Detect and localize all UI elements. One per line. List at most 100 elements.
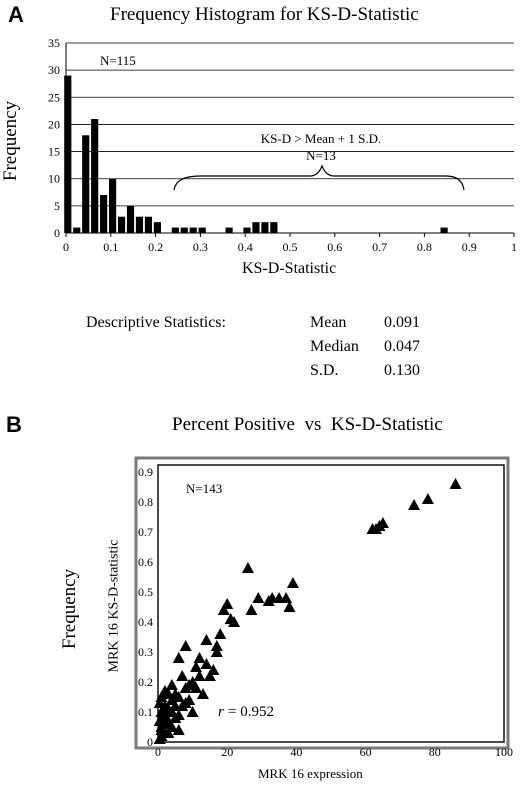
scatter-point <box>196 688 209 699</box>
stats-heading: Descriptive Statistics: <box>86 314 226 331</box>
scatter-point <box>200 634 213 645</box>
r-symbol: r <box>218 704 224 720</box>
r-value-label: = 0.952 <box>228 704 274 720</box>
histogram-bar <box>252 222 260 233</box>
scatter-x-tick-label: 80 <box>429 745 441 759</box>
scatter-point <box>193 670 206 681</box>
brace-label-line2: N=13 <box>306 148 336 163</box>
stat-mean-name: Mean <box>310 314 347 331</box>
scatter-point <box>190 661 203 672</box>
scatter-tick-labels: 0 0.1 0.2 0.3 0.4 0.5 0.6 0.7 0.8 0.9 0 20 40 60 80 100 <box>138 465 513 759</box>
scatter-point <box>283 601 296 612</box>
panel-b-letter: B <box>6 412 22 437</box>
scatter-x-tick-label: 60 <box>360 745 372 759</box>
scatter-x-tick-label: 20 <box>221 745 233 759</box>
histogram-x-tick-label: 0.8 <box>417 240 432 254</box>
scatter-y-tick-label: 0.9 <box>138 465 153 479</box>
scatter-y-tick-label: 0.2 <box>138 675 153 689</box>
panel-a-letter: A <box>8 2 24 27</box>
stat-mean-value: 0.091 <box>384 314 420 331</box>
histogram-axes <box>65 43 515 237</box>
scatter-point <box>169 712 182 723</box>
scatter-point <box>262 595 275 606</box>
histogram-x-tick-label: 0.5 <box>283 240 298 254</box>
scatter-point <box>155 724 168 735</box>
scatter-x-tick-label: 40 <box>290 745 302 759</box>
scatter-point <box>421 493 434 504</box>
scatter-point <box>153 715 166 726</box>
scatter-title: Percent Positive vs KS-D-Statistic <box>172 414 443 435</box>
scatter-point <box>200 658 213 669</box>
histogram-y-tick-label: 35 <box>48 36 60 50</box>
scatter-y-tick-label: 0.4 <box>138 615 153 629</box>
histogram-bar <box>100 195 108 233</box>
scatter-point <box>158 709 171 720</box>
scatter-points <box>153 478 462 744</box>
scatter-outer-frame <box>134 456 510 750</box>
histogram-x-tick-label: 0.4 <box>238 240 253 254</box>
histogram-bar <box>117 216 126 233</box>
scatter-y-tick-label: 0.6 <box>138 555 153 569</box>
histogram-bar <box>243 227 251 233</box>
scatter-point <box>210 646 223 657</box>
scatter-y-tick-label: 0 <box>147 735 153 749</box>
scatter-point <box>245 604 258 615</box>
histogram-bar <box>198 227 206 233</box>
histogram-bar <box>171 227 179 233</box>
scatter-y-tick-label: 0.8 <box>138 495 153 509</box>
scatter-point <box>186 706 199 717</box>
histogram-y-tick-label: 10 <box>48 172 60 186</box>
stat-median-name: Median <box>310 338 359 355</box>
histogram-y-tick-label: 0 <box>54 226 60 240</box>
histogram-x-tick-label: 0.6 <box>327 240 342 254</box>
scatter-point <box>203 670 216 681</box>
scatter-point <box>190 682 203 693</box>
scatter-point <box>153 733 166 744</box>
scatter-n-label: N=143 <box>186 481 222 496</box>
histogram-x-tick-label: 1 <box>511 240 517 254</box>
histogram-x-tick-label: 0.7 <box>372 240 387 254</box>
histogram-x-label: KS-D-Statistic <box>242 260 337 277</box>
scatter-point <box>241 562 254 573</box>
brace-label-line1: KS-D > Mean + 1 S.D. <box>261 131 381 146</box>
scatter-y-tick-label: 0.7 <box>138 525 153 539</box>
scatter-point <box>172 652 185 663</box>
scatter-point <box>210 640 223 651</box>
histogram-bar <box>180 227 188 233</box>
scatter-point <box>224 613 237 624</box>
histogram-x-tick-label: 0.2 <box>148 240 163 254</box>
scatter-point <box>252 592 265 603</box>
stat-median-value: 0.047 <box>384 338 420 355</box>
scatter-y-tick-label: 0.1 <box>138 705 153 719</box>
scatter-x-tick-label: 100 <box>495 745 513 759</box>
histogram-bar <box>153 222 161 233</box>
scatter-point <box>155 691 168 702</box>
histogram-bar <box>126 205 135 233</box>
histogram-bar <box>73 227 81 233</box>
histogram-bar <box>189 227 197 233</box>
scatter-point <box>217 604 230 615</box>
histogram-y-tick-label: 25 <box>48 90 60 104</box>
histogram-chart: 0 5 10 15 20 25 30 35 0 0.1 0.2 0.3 0.4 0.5 0.6 0.7 0.8 0… <box>48 36 517 254</box>
histogram-bar <box>135 216 144 233</box>
histogram-y-tick-label: 30 <box>48 63 60 77</box>
histogram-x-tick-label: 0.3 <box>193 240 208 254</box>
scatter-point <box>179 640 192 651</box>
stat-sd-name: S.D. <box>310 362 339 379</box>
scatter-point <box>179 682 192 693</box>
outlier-brace <box>173 164 465 191</box>
scatter-point <box>214 628 227 639</box>
histogram-bar <box>144 216 153 233</box>
histogram-tick-labels: 0 5 10 15 20 25 30 35 0 0.1 0.2 0.3 0.4 0.5 0.6 0.7 0.8 0… <box>48 36 517 254</box>
scatter-point <box>193 652 206 663</box>
histogram-bar <box>109 178 117 233</box>
scatter-point <box>408 499 421 510</box>
histogram-n-label: N=115 <box>100 53 136 68</box>
scatter-plot-frame <box>157 464 505 743</box>
scatter-point <box>162 727 175 738</box>
scatter-x-tick-label: 0 <box>155 745 161 759</box>
histogram-x-tick-label: 0.9 <box>462 240 477 254</box>
histogram-bar <box>64 75 72 233</box>
scatter-point <box>179 697 192 708</box>
